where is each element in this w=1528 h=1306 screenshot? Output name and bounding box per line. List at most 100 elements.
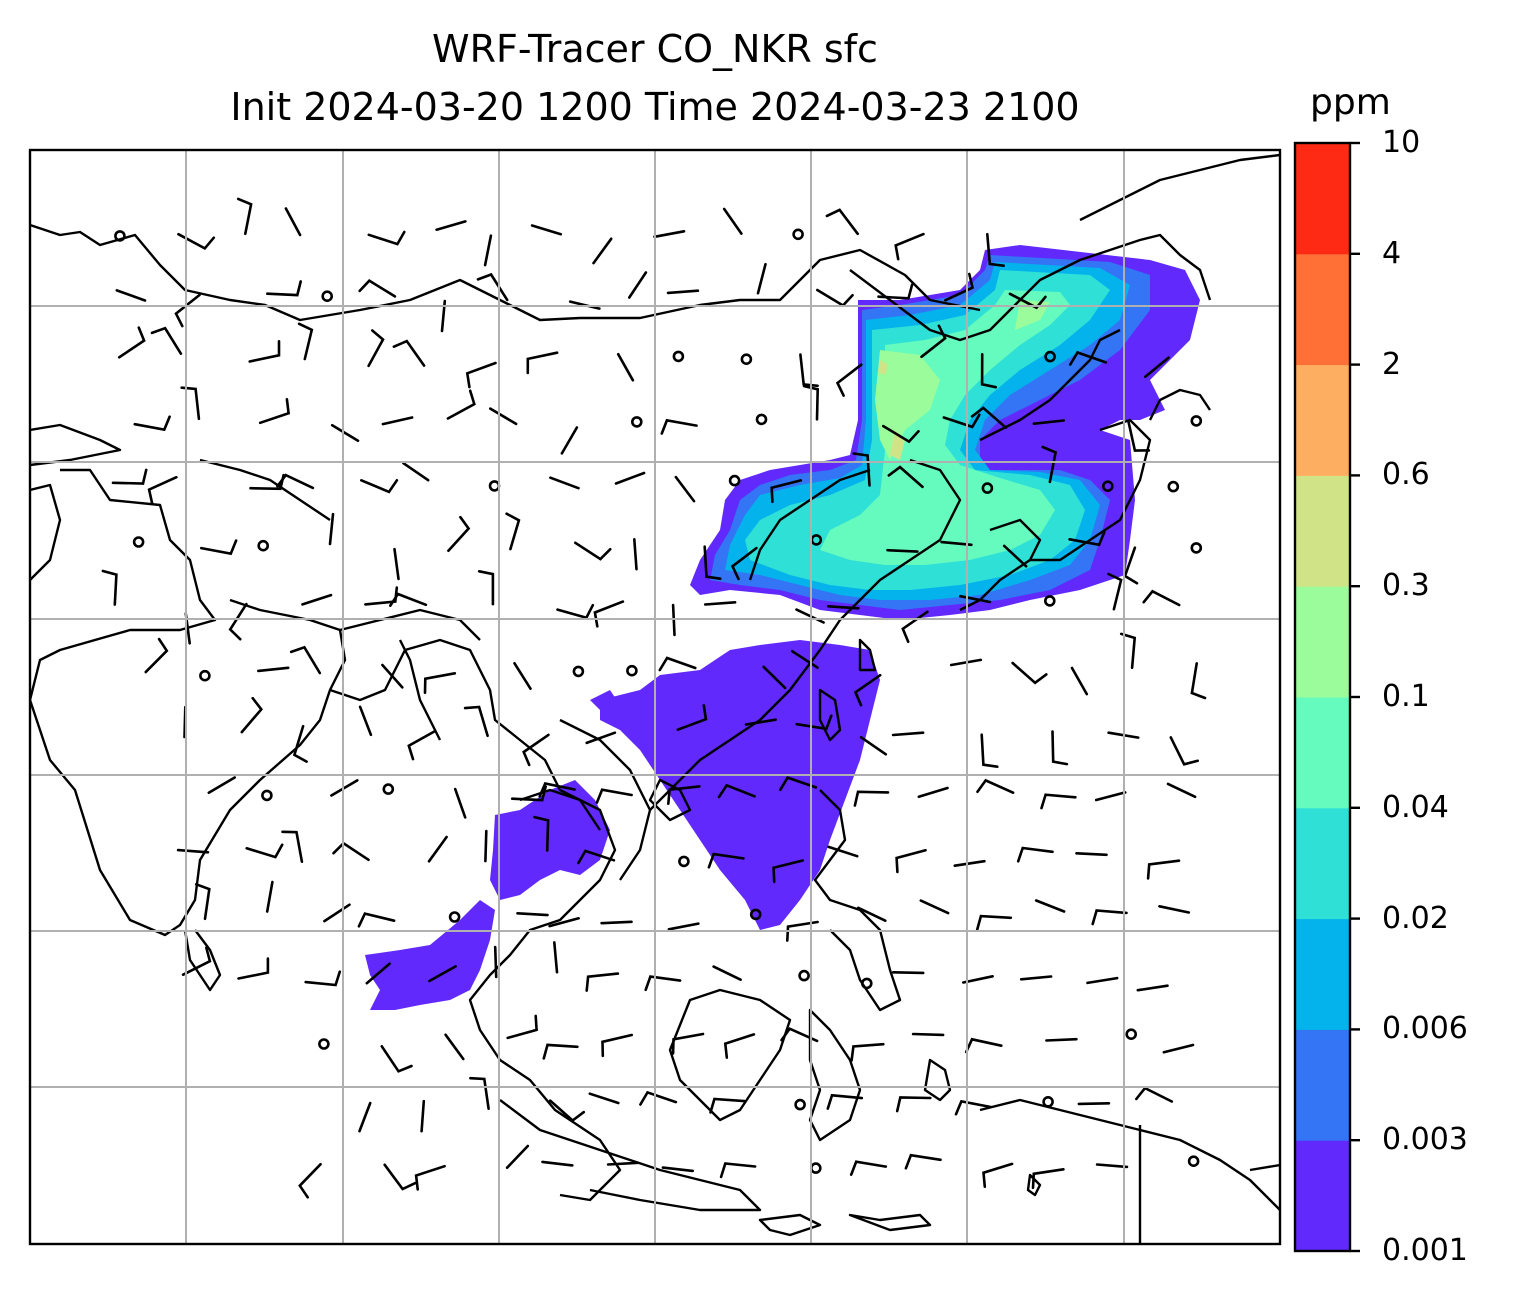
- wind-barb: [453, 787, 467, 819]
- wind-barb: [802, 384, 820, 421]
- wind-barb: [174, 293, 201, 328]
- wind-barb: [658, 656, 697, 672]
- wind-barb: [1162, 1043, 1195, 1054]
- wind-barb: [144, 637, 169, 674]
- wind-barb: [877, 283, 914, 300]
- calm-wind-marker: [728, 474, 741, 487]
- wind-barb: [357, 912, 396, 928]
- wind-barb: [1051, 730, 1069, 766]
- calm-wind-marker: [749, 908, 762, 921]
- calm-wind-marker: [488, 480, 501, 492]
- wind-barb: [236, 197, 253, 236]
- wind-barb: [911, 1032, 945, 1037]
- wind-barb: [891, 971, 925, 975]
- wind-barb: [756, 262, 767, 295]
- wind-barb: [389, 592, 428, 607]
- wind-barb: [850, 1042, 885, 1062]
- wind-barb: [730, 546, 758, 581]
- wind-barb: [1069, 350, 1108, 366]
- wind-barb: [616, 352, 635, 382]
- colorbar-tick-label: 10: [1382, 125, 1421, 160]
- wind-barb: [1045, 1037, 1078, 1042]
- wind-barb: [653, 230, 686, 239]
- wind-barb: [1091, 909, 1128, 926]
- wind-barb: [849, 1160, 888, 1176]
- colorbar-unit: ppm: [1310, 82, 1391, 123]
- wind-barb: [245, 843, 284, 859]
- wind-barb: [962, 975, 994, 984]
- wind-barb: [1166, 782, 1197, 799]
- tracer-region: [600, 640, 880, 930]
- wind-barb: [1158, 905, 1191, 914]
- tracer-region: [875, 350, 940, 460]
- wind-barb: [779, 776, 818, 791]
- map-frame: [28, 148, 1282, 1246]
- wind-barb: [101, 569, 118, 606]
- colorbar-segment: [1295, 918, 1350, 1030]
- calm-wind-marker: [1042, 1096, 1054, 1108]
- wind-barb: [176, 848, 210, 854]
- wind-barb: [365, 962, 391, 985]
- wind-barb: [791, 650, 819, 669]
- wind-barb: [548, 917, 580, 928]
- wind-barb: [816, 288, 854, 308]
- colorbar-segment: [1295, 807, 1350, 920]
- wind-barb: [719, 1162, 757, 1179]
- wind-barb: [975, 914, 1013, 931]
- wind-barb: [402, 461, 430, 482]
- wind-barb: [606, 1161, 640, 1166]
- colorbar-segment: [1295, 1140, 1350, 1252]
- wind-barb: [323, 903, 351, 923]
- wind-barb: [516, 912, 549, 917]
- wind-barb: [593, 600, 625, 628]
- wind-barb: [427, 835, 448, 863]
- wind-barb: [147, 475, 178, 505]
- tracer-region: [590, 690, 620, 715]
- wind-barb: [886, 548, 919, 553]
- wind-barb: [986, 232, 1005, 267]
- colorbar-tick-label: 0.001: [1382, 1233, 1468, 1268]
- wind-barb: [465, 361, 497, 389]
- wind-barb: [265, 880, 274, 913]
- calm-wind-marker: [1167, 480, 1180, 493]
- wind-barb: [887, 465, 924, 489]
- wind-barb: [633, 538, 638, 571]
- wind-barb: [574, 541, 612, 561]
- wind-barb: [895, 1096, 932, 1113]
- wind-barb: [1146, 859, 1181, 880]
- wind-barb: [859, 736, 888, 756]
- colorbar-segment: [1295, 364, 1350, 476]
- wind-barbs: [101, 197, 1207, 1199]
- wind-barb: [1032, 419, 1065, 425]
- wind-barb: [381, 416, 414, 426]
- wind-barb: [744, 718, 777, 726]
- wind-barb: [289, 645, 322, 675]
- calm-wind-marker: [1125, 1028, 1137, 1040]
- wind-barb: [722, 207, 743, 235]
- wind-barb: [392, 339, 426, 367]
- wind-barb: [980, 353, 998, 389]
- wind-barb: [248, 340, 281, 363]
- wind-barb: [953, 859, 986, 867]
- wind-barb: [980, 733, 999, 768]
- wind-barb: [548, 1099, 586, 1123]
- wind-barb: [207, 776, 236, 794]
- wind-barb: [600, 920, 633, 925]
- wind-barb: [489, 407, 518, 426]
- wind-barb: [560, 426, 579, 455]
- wind-barb: [954, 1099, 993, 1116]
- calm-wind-marker: [792, 228, 804, 241]
- wind-barb: [538, 782, 576, 798]
- wind-barb: [970, 406, 1008, 429]
- wind-barb: [360, 479, 399, 494]
- calm-wind-marker: [132, 536, 145, 548]
- wind-barb: [332, 841, 370, 862]
- wind-barb: [588, 1092, 620, 1105]
- wind-barb: [920, 324, 947, 359]
- wind-barb: [644, 975, 682, 992]
- wind-barb: [1077, 1102, 1111, 1106]
- colorbar-tick-label: 0.006: [1382, 1011, 1468, 1047]
- calm-wind-marker: [860, 977, 873, 990]
- calm-wind-marker: [1102, 480, 1114, 493]
- wind-barb: [367, 329, 385, 368]
